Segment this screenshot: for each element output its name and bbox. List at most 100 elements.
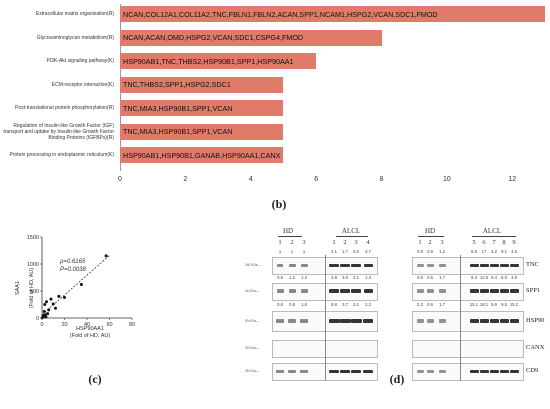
c-x-tick-label: 40 bbox=[84, 322, 90, 328]
d-left-band bbox=[276, 318, 284, 323]
d-left-quant-value: 2.8 bbox=[331, 275, 337, 280]
c-data-point bbox=[54, 306, 57, 310]
b-bar-gene-label: HSP90AB1,TNC,THBS2,HSP90B1,SPP1,HSP90AA1 bbox=[123, 56, 294, 66]
b-bar: TNC,THBS2,SPP1,HSPG2,SDC1 bbox=[120, 76, 284, 93]
c-plot-area: 0 20 40 60 80 1500 1000 500 0 bbox=[27, 235, 135, 328]
d-left-band bbox=[363, 369, 373, 373]
d-right-quant-value: 17 bbox=[481, 249, 487, 254]
b-x-tick-label: 2 bbox=[183, 176, 188, 183]
d-left-band bbox=[340, 369, 350, 373]
b-x-tick-label: 0 bbox=[118, 176, 122, 183]
d-right-band bbox=[489, 369, 499, 373]
c-y-tick-label: 1500 bbox=[27, 235, 39, 241]
d-left-lane-number: 4 bbox=[366, 239, 370, 246]
c-data-point bbox=[104, 254, 108, 258]
panel-c-scatter: SAA1 (Fold of HD, AU) 0 20 40 60 80 1500 1000 5… bbox=[0, 225, 175, 409]
b-x-tick-label: 12 bbox=[508, 176, 517, 183]
d-protein-label: SPP1 bbox=[526, 287, 541, 294]
d-left-quant-value: 1.2 bbox=[301, 275, 307, 280]
d-left-quant-value: 1.7 bbox=[342, 249, 348, 254]
c-data-point bbox=[44, 315, 48, 319]
d-left-band bbox=[300, 318, 308, 323]
d-left-lane-number: 1 bbox=[278, 239, 282, 246]
d-left-band bbox=[288, 369, 296, 373]
d-right-quant-value: 6.0 bbox=[501, 275, 507, 280]
b-bar-gene-label: TNC,MIA3,HSP90B1,SPP1,VCAN bbox=[123, 103, 233, 113]
d-left-divider bbox=[325, 255, 326, 381]
d-right-band bbox=[438, 369, 446, 373]
c-x-tick-label: 20 bbox=[61, 322, 67, 328]
b-category-label: Glycosaminoglycan metabolism(R) bbox=[36, 34, 114, 41]
d-left-group-alcl: ALCL bbox=[341, 227, 361, 235]
d-left-quant-value: 1.3 bbox=[365, 275, 371, 280]
d-left-band bbox=[363, 263, 373, 267]
b-bar-gene-label: HSP90AB1,HSP90B1,GANAB,HSP90AA1,CANX bbox=[123, 150, 281, 160]
d-left-band bbox=[328, 318, 340, 323]
d-left-kda-marker: 240 KDa— bbox=[245, 263, 261, 267]
d-left-band bbox=[363, 289, 373, 293]
d-right-quant-value: 0.9 bbox=[427, 302, 433, 307]
d-left-lane-number: 1 bbox=[332, 239, 336, 246]
d-right-band bbox=[479, 318, 489, 323]
c-xlabel-2: (Fold of HD, AU) bbox=[69, 333, 111, 339]
d-left-band bbox=[329, 263, 339, 267]
d-right-quant-value: 18.1 bbox=[479, 302, 489, 307]
d-right-quant-value: 0.9 bbox=[427, 249, 433, 254]
c-y-tick-label: 0 bbox=[36, 316, 39, 322]
d-left-band bbox=[363, 318, 373, 323]
d-left-quant-value: 9.5 bbox=[353, 249, 359, 254]
d-right-blot-strip bbox=[412, 363, 524, 381]
d-left-band bbox=[300, 263, 308, 267]
d-right-lane-number: 5 bbox=[472, 239, 476, 246]
d-right-band bbox=[416, 289, 424, 293]
d-left-quant-value: 3.1 bbox=[353, 275, 359, 280]
d-right-quant-value: 5.9 bbox=[491, 302, 497, 307]
d-right-lane-number: 9 bbox=[512, 239, 516, 246]
c-data-point bbox=[42, 310, 46, 314]
d-right-band bbox=[469, 263, 479, 267]
d-right-hd-underline bbox=[418, 236, 444, 237]
b-bar-gene-label: NCAN,ACAN,OMD,HSPG2,VCAN,SDC1,CSPG4,FMOD bbox=[123, 33, 304, 42]
d-right-lane-number: 6 bbox=[482, 239, 486, 246]
d-right-band bbox=[479, 289, 489, 293]
d-right-band bbox=[489, 318, 499, 323]
d-left-band bbox=[276, 289, 284, 293]
d-left-quant-value: 8.8 bbox=[331, 302, 337, 307]
d-right-quant-value: 0.8 bbox=[417, 275, 423, 280]
d-left-band bbox=[340, 263, 350, 267]
d-protein-label: CANX bbox=[526, 344, 545, 351]
b-bar-gene-label: NCAN,COL12A1,COL11A2,TNC,FBLN1,FBLN2,ACA… bbox=[123, 9, 438, 19]
d-left-band bbox=[351, 369, 361, 373]
d-right-band bbox=[438, 318, 446, 323]
d-right-lane-number: 8 bbox=[502, 239, 506, 246]
d-left-band bbox=[300, 289, 308, 293]
d-right-band bbox=[416, 318, 424, 323]
c-x-tick-label: 60 bbox=[106, 322, 112, 328]
b-bar: TNC,MIA3,HSP90B1,SPP1,VCAN bbox=[120, 123, 284, 140]
d-left-quant-value: 1.6 bbox=[301, 302, 307, 307]
b-x-tick-label: 10 bbox=[443, 176, 451, 183]
c-data-point bbox=[46, 312, 50, 316]
c-pvalue: P=0.0038 bbox=[60, 267, 86, 273]
d-right-band bbox=[499, 289, 509, 293]
d-left-band bbox=[350, 318, 362, 323]
b-bar: HSP90AB1,HSP90B1,GANAB,HSP90AA1,CANX bbox=[120, 147, 284, 163]
d-right-quant-value: 1.2 bbox=[439, 249, 445, 254]
d-left-lane-number: 2 bbox=[290, 239, 294, 246]
c-y-tick-label: 500 bbox=[30, 289, 39, 295]
d-right-band bbox=[469, 318, 479, 323]
d-right-band bbox=[438, 263, 446, 267]
d-right-quant-value: 12.6 bbox=[479, 275, 489, 280]
d-right-band bbox=[479, 369, 489, 373]
b-category-label: Extracellular matrix organization(R) bbox=[35, 11, 114, 17]
d-left-kda-marker: 25 KDa— bbox=[245, 369, 259, 373]
d-right-band bbox=[416, 263, 424, 267]
d-left-lane-number: 3 bbox=[302, 239, 306, 246]
panel-b-label: (b) bbox=[271, 197, 287, 211]
d-left-quant-value: 3.7 bbox=[342, 302, 348, 307]
d-right-quant-value: 0.9 bbox=[417, 249, 423, 254]
d-right-band bbox=[469, 289, 479, 293]
c-data-point bbox=[57, 294, 61, 298]
d-right-quant-value: 4.9 bbox=[511, 275, 517, 280]
